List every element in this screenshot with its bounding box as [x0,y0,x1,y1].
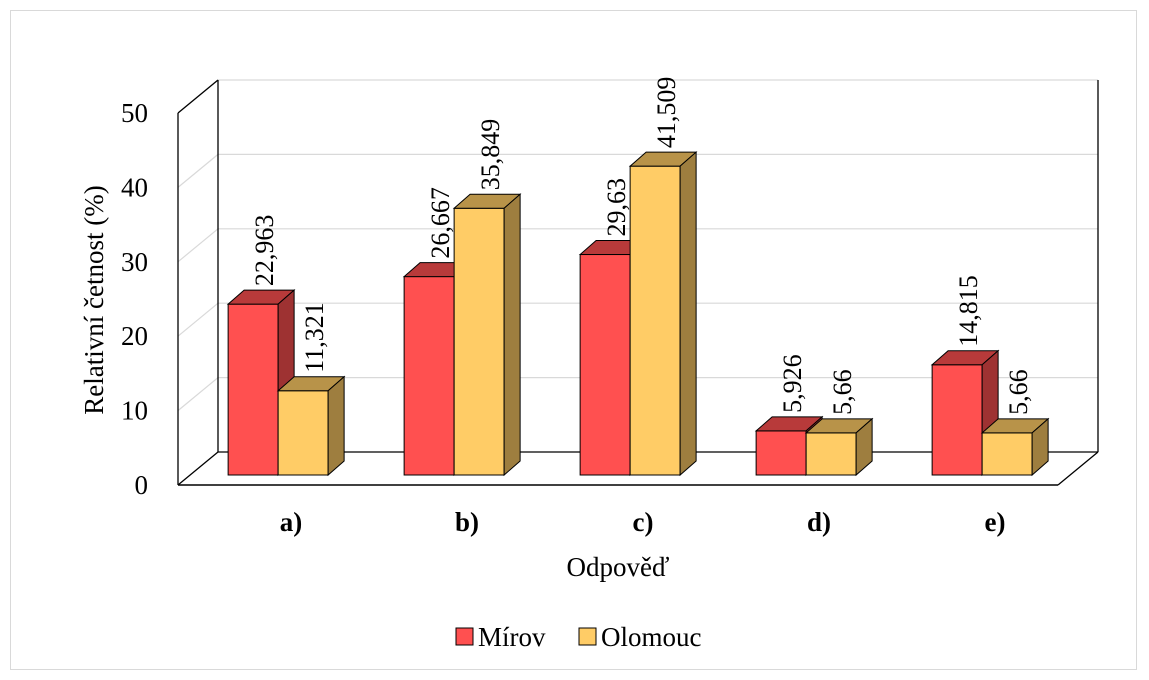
floor-right-edge [1057,451,1099,486]
bar-side [327,375,345,477]
y-tick-label: 20 [121,321,148,351]
gridline-side [177,153,219,188]
bar-front [277,390,329,476]
bar-front [403,276,455,476]
bar-side [679,151,697,477]
x-tick-label: a) [280,507,303,537]
legend-label: Olomouc [601,622,702,652]
gridline-side [177,377,219,412]
gridline-side [177,228,219,263]
bar-side [855,417,873,477]
data-label: 11,321 [300,302,329,373]
y-tick-label: 30 [121,247,148,277]
data-label: 29,63 [602,178,631,237]
data-label: 5,926 [778,354,807,413]
x-tick-label: e) [985,507,1006,537]
legend-swatch [578,627,597,646]
x-tick-label: b) [455,507,479,537]
data-label: 26,667 [426,187,455,259]
x-axis-title: Odpověď [567,552,670,582]
data-label: 35,849 [476,119,505,191]
chart-frame [10,10,1137,670]
legend-label: Mírov [478,622,546,652]
gridline-side [177,302,219,337]
bar-front [453,207,505,476]
bar-front [805,432,857,476]
y-tick-label: 40 [121,172,148,202]
bar-front [227,303,279,476]
bar-front [931,364,983,476]
side-wall-top-edge [177,79,219,114]
data-label: 41,509 [652,77,681,149]
bar-front [579,254,631,476]
y-tick-label: 10 [121,396,148,426]
x-tick-label: c) [633,507,654,537]
bar-front [755,430,807,476]
x-tick-label: d) [807,507,831,537]
y-tick-label: 0 [135,470,149,500]
bar-side [503,193,521,477]
legend-swatch [455,627,474,646]
data-label: 5,66 [828,369,857,415]
bar-front [981,432,1033,476]
bar-side [1031,417,1049,477]
data-label: 14,815 [954,275,983,347]
data-label: 22,963 [250,215,279,287]
floor-left-edge [177,451,219,486]
bar-front [629,165,681,476]
y-tick-label: 50 [121,98,148,128]
y-axis-title: Relativní četnost (%) [79,185,109,414]
data-label: 5,66 [1004,369,1033,415]
